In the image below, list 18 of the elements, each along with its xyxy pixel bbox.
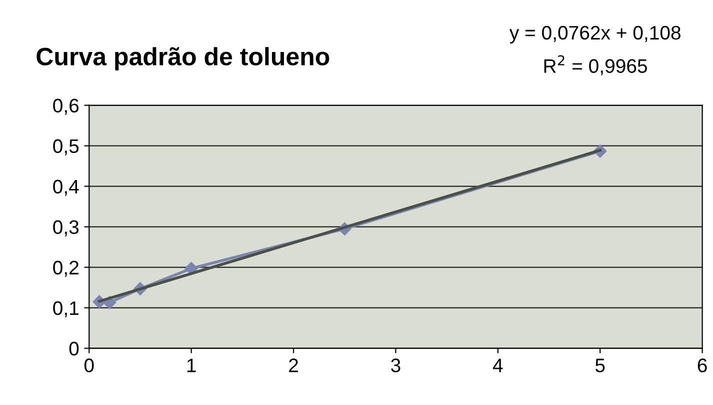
chart-title: Curva padrão de tolueno <box>36 47 330 70</box>
y-tick-label: 0,4 <box>53 180 79 196</box>
x-tick-label: 5 <box>595 358 605 372</box>
y-tick-label: 0,2 <box>53 260 78 277</box>
y-tick-label: 0,3 <box>53 220 79 236</box>
x-tick-label: 4 <box>492 358 503 372</box>
x-tick-label: 1 <box>187 358 196 372</box>
text: y = 0,0762x + 0,108 <box>509 26 680 44</box>
x-tick-label: 0 <box>84 358 94 372</box>
y-tick-label: 0,1 <box>53 301 78 318</box>
text: R$^{2}$ = 0,9965 <box>544 55 647 76</box>
x-tick-label: 2 <box>289 358 298 372</box>
point <box>184 262 198 276</box>
y-tick-label: 0,5 <box>53 139 79 156</box>
x-tick-label: 6 <box>698 358 707 372</box>
y-tick-label: 0,6 <box>53 98 79 115</box>
x-tick-label: 3 <box>391 358 400 372</box>
y-tick-label: 0 <box>69 342 79 356</box>
